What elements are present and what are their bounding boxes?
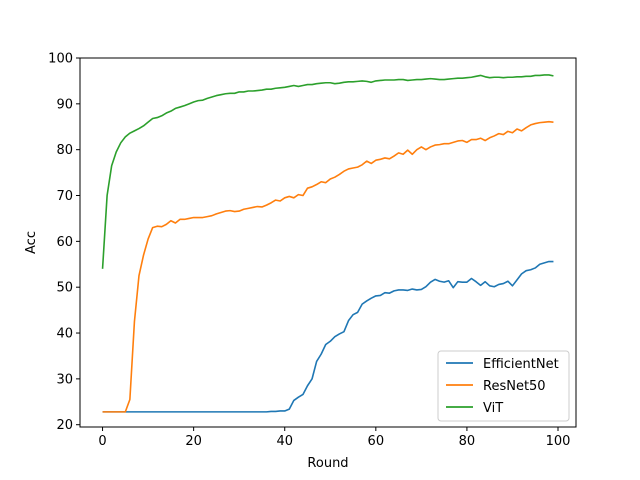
y-tick-label: 60 [56,235,73,250]
y-tick-label: 40 [56,327,73,342]
x-axis-ticks: 0 20 40 60 80 100 [98,427,570,449]
x-tick-label: 100 [546,434,571,449]
y-tick-label: 90 [56,97,73,112]
y-axis-ticks: 20 30 40 50 60 70 80 90 100 [48,52,80,433]
y-tick-label: 70 [56,189,73,204]
legend: EfficientNet ResNet50 ViT [437,350,570,422]
x-tick-label: 80 [459,434,476,449]
legend-box [437,350,570,422]
x-tick-label: 0 [98,434,106,449]
y-tick-label: 20 [56,418,73,433]
series-line-0 [102,260,554,413]
x-axis-label: Round [307,456,348,471]
y-axis-label: Acc [24,231,39,254]
series-lines [101,74,554,413]
legend-entry: EfficientNet [483,357,559,372]
y-tick-label: 50 [56,281,73,296]
y-tick-label: 30 [56,372,73,387]
y-tick-label: 80 [56,143,73,158]
y-tick-label: 100 [48,52,73,67]
x-tick-label: 60 [368,434,385,449]
legend-entry: ResNet50 [483,379,546,394]
plot-frame [79,57,577,428]
series-line-1 [102,120,554,413]
x-tick-label: 20 [185,434,202,449]
legend-entry: ViT [483,401,503,416]
x-tick-label: 40 [276,434,293,449]
series-line-2 [101,74,554,269]
